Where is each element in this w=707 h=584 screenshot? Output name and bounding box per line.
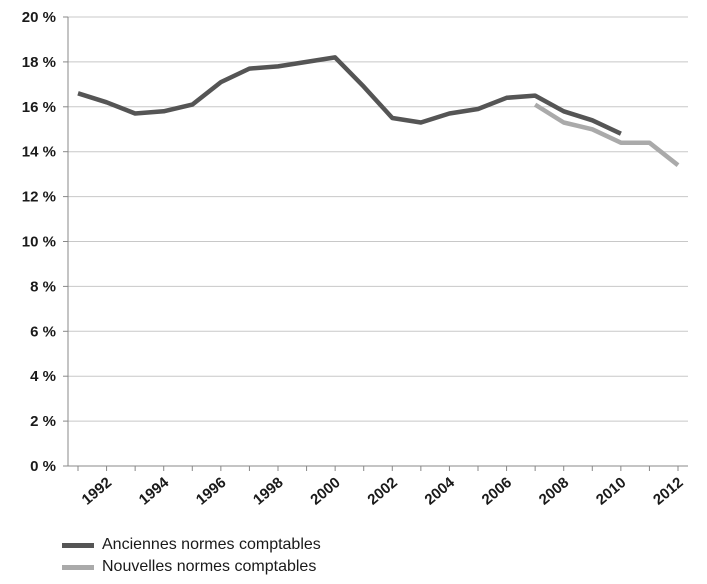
legend-item-nouvelles: Nouvelles normes comptables bbox=[62, 556, 321, 578]
x-tick-label: 2004 bbox=[422, 474, 459, 509]
x-tick-label: 2008 bbox=[536, 474, 572, 508]
y-tick-label: 14 % bbox=[22, 144, 56, 161]
legend-item-anciennes: Anciennes normes comptables bbox=[62, 534, 321, 556]
x-tick-label: 2010 bbox=[593, 474, 629, 508]
series-line-0 bbox=[77, 55, 622, 136]
legend-swatch-anciennes bbox=[62, 542, 94, 548]
x-tick-label: 2002 bbox=[364, 474, 400, 508]
y-tick-label: 6 % bbox=[30, 323, 56, 340]
x-tick-label: 1996 bbox=[193, 474, 229, 508]
legend-label-nouvelles: Nouvelles normes comptables bbox=[102, 558, 317, 575]
y-tick-label: 18 % bbox=[22, 54, 56, 71]
y-tick-label: 20 % bbox=[22, 9, 56, 26]
y-tick-label: 8 % bbox=[30, 278, 56, 295]
x-tick-label: 2012 bbox=[650, 474, 686, 508]
line-chart: 0 %2 %4 %6 %8 %10 %12 %14 %16 %18 %20 % … bbox=[22, 9, 688, 509]
y-tick-label: 2 % bbox=[30, 413, 56, 430]
legend: Anciennes normes comptables Nouvelles no… bbox=[62, 534, 321, 578]
series-line-1 bbox=[533, 102, 680, 167]
legend-swatch-nouvelles bbox=[62, 564, 94, 570]
x-tick-label: 2006 bbox=[479, 474, 515, 508]
y-axis-ticks: 0 % 2 % 4 % 6 % 8 % 10 % 12 % 14 % 16 % 18 % 20 % bbox=[22, 9, 68, 475]
x-axis-ticks: 1992 1994 1996 1998 2000 2002 2004 2006 2008 2010… bbox=[77, 466, 687, 509]
gridlines bbox=[68, 16, 688, 422]
legend-label-anciennes: Anciennes normes comptables bbox=[102, 536, 321, 553]
y-tick-label: 12 % bbox=[22, 189, 56, 206]
y-tick-label: 16 % bbox=[22, 99, 56, 116]
x-tick-label: 1998 bbox=[250, 474, 286, 508]
y-tick-label: 0 % bbox=[30, 458, 56, 475]
x-tick-label: 1994 bbox=[136, 474, 173, 509]
x-tick-label: 2000 bbox=[307, 474, 343, 508]
series-lines bbox=[77, 55, 680, 167]
y-tick-label: 10 % bbox=[22, 234, 56, 251]
x-tick-label: 1992 bbox=[79, 474, 115, 508]
y-tick-label: 4 % bbox=[30, 368, 56, 385]
